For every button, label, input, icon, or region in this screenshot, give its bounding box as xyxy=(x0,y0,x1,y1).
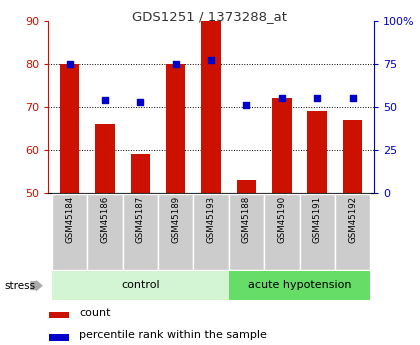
Bar xyxy=(131,155,150,193)
Text: control: control xyxy=(121,280,160,290)
Text: GSM45191: GSM45191 xyxy=(313,196,322,243)
Text: acute hypotension: acute hypotension xyxy=(248,280,351,290)
Bar xyxy=(237,180,256,193)
Text: GSM45190: GSM45190 xyxy=(277,196,286,243)
Text: GSM45187: GSM45187 xyxy=(136,196,145,243)
Point xyxy=(102,97,108,103)
FancyBboxPatch shape xyxy=(87,194,123,270)
Point xyxy=(349,96,356,101)
Text: GSM45193: GSM45193 xyxy=(207,196,215,243)
FancyBboxPatch shape xyxy=(229,194,264,270)
Point xyxy=(314,96,320,101)
FancyBboxPatch shape xyxy=(158,194,193,270)
Point xyxy=(278,96,285,101)
Point xyxy=(243,102,250,108)
Text: GSM45184: GSM45184 xyxy=(65,196,74,243)
FancyBboxPatch shape xyxy=(264,194,299,270)
FancyBboxPatch shape xyxy=(52,194,87,270)
Bar xyxy=(95,124,115,193)
Point xyxy=(172,61,179,67)
Bar xyxy=(60,64,79,193)
Text: GSM45189: GSM45189 xyxy=(171,196,180,243)
Bar xyxy=(50,334,69,341)
Text: percentile rank within the sample: percentile rank within the sample xyxy=(79,330,267,340)
Text: GDS1251 / 1373288_at: GDS1251 / 1373288_at xyxy=(132,10,288,23)
Text: GSM45186: GSM45186 xyxy=(100,196,109,243)
Text: GSM45192: GSM45192 xyxy=(348,196,357,243)
Bar xyxy=(229,271,370,300)
Point xyxy=(66,61,73,67)
FancyBboxPatch shape xyxy=(299,194,335,270)
Bar xyxy=(201,21,221,193)
Text: GSM45188: GSM45188 xyxy=(242,196,251,243)
FancyArrow shape xyxy=(30,280,43,292)
Bar xyxy=(50,312,69,318)
Point xyxy=(137,99,144,105)
FancyBboxPatch shape xyxy=(335,194,370,270)
Bar xyxy=(307,111,327,193)
Bar xyxy=(343,120,362,193)
Point xyxy=(208,58,215,63)
Bar xyxy=(166,64,185,193)
Bar xyxy=(52,271,229,300)
Text: count: count xyxy=(79,308,110,318)
Bar xyxy=(272,98,291,193)
FancyBboxPatch shape xyxy=(123,194,158,270)
Text: stress: stress xyxy=(4,281,35,290)
FancyBboxPatch shape xyxy=(193,194,229,270)
